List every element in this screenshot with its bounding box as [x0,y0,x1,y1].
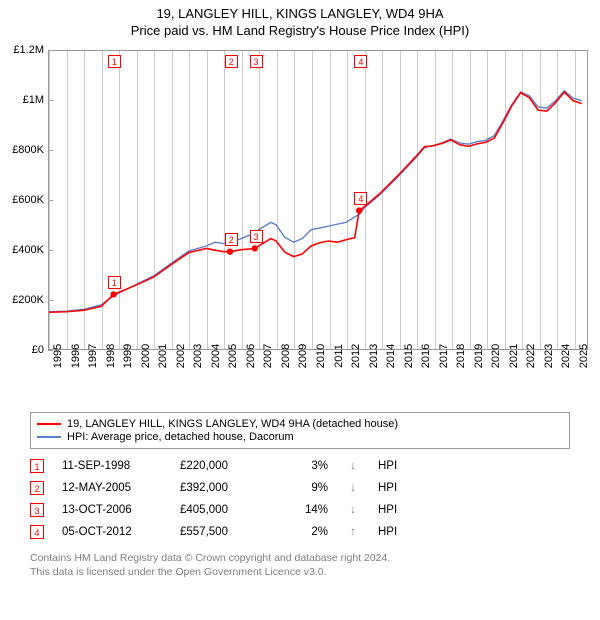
x-tick-label: 2003 [192,344,204,368]
x-tick-label: 1998 [105,344,117,368]
transaction-date: 13-OCT-2006 [62,504,162,516]
transaction-price: £557,500 [180,526,270,538]
price-chart: £0£200K£400K£600K£800K£1M£1.2M 1234 1234… [0,42,600,412]
footer-line-1: Contains HM Land Registry data © Crown c… [30,551,600,565]
x-tick-label: 2013 [368,344,380,368]
transaction-hpi-label: HPI [378,526,408,538]
transaction-hpi-label: HPI [378,460,408,472]
legend-swatch [37,423,61,425]
series-price-paid [49,92,582,312]
footer-line-2: This data is licensed under the Open Gov… [30,565,600,579]
legend-item: HPI: Average price, detached house, Daco… [37,431,563,443]
transaction-date: 12-MAY-2005 [62,482,162,494]
attribution-footer: Contains HM Land Registry data © Crown c… [30,551,600,579]
x-tick-label: 2020 [490,344,502,368]
x-tick-label: 2025 [578,344,590,368]
x-tick-label: 2000 [140,344,152,368]
transaction-row: 1 11-SEP-1998 £220,000 3% ↓ HPI [30,455,600,477]
y-tick-label: £400K [0,244,44,256]
y-tick-label: £0 [0,344,44,356]
transaction-point [252,245,258,251]
arrow-down-icon: ↓ [346,482,360,494]
x-tick-label: 2005 [227,344,239,368]
transaction-point [110,291,116,297]
transaction-price: £405,000 [180,504,270,516]
transaction-row-marker: 2 [30,481,44,495]
transaction-top-marker: 4 [354,55,367,68]
x-tick-label: 2007 [262,344,274,368]
x-tick-label: 2006 [245,344,257,368]
plot-area: 1234 1234 [48,50,588,350]
transaction-row: 4 05-OCT-2012 £557,500 2% ↑ HPI [30,521,600,543]
title-address: 19, LANGLEY HILL, KINGS LANGLEY, WD4 9HA [0,6,600,21]
x-tick-label: 2016 [420,344,432,368]
x-tick-label: 2023 [543,344,555,368]
x-tick-label: 2017 [438,344,450,368]
transaction-row: 3 13-OCT-2006 £405,000 14% ↓ HPI [30,499,600,521]
transaction-marker: 2 [225,233,238,246]
x-tick-label: 2018 [455,344,467,368]
transaction-pct: 14% [288,504,328,516]
x-tick-label: 2002 [175,344,187,368]
x-tick-label: 2010 [315,344,327,368]
x-tick-label: 2009 [297,344,309,368]
transaction-pct: 3% [288,460,328,472]
transaction-pct: 2% [288,526,328,538]
transaction-top-marker: 2 [225,55,238,68]
x-tick-label: 2015 [403,344,415,368]
x-tick-label: 1995 [52,344,64,368]
transaction-pct: 9% [288,482,328,494]
transaction-top-marker: 1 [108,55,121,68]
arrow-up-icon: ↑ [346,526,360,538]
legend-item: 19, LANGLEY HILL, KINGS LANGLEY, WD4 9HA… [37,418,563,430]
x-tick-label: 1999 [122,344,134,368]
x-tick-label: 2011 [333,344,345,368]
legend-swatch [37,436,61,438]
x-tick-label: 2001 [157,344,169,368]
transaction-date: 05-OCT-2012 [62,526,162,538]
transaction-price: £392,000 [180,482,270,494]
x-tick-label: 2004 [210,344,222,368]
transaction-marker: 3 [250,230,263,243]
transaction-hpi-label: HPI [378,482,408,494]
x-tick-label: 2012 [350,344,362,368]
transaction-row: 2 12-MAY-2005 £392,000 9% ↓ HPI [30,477,600,499]
arrow-down-icon: ↓ [346,504,360,516]
transactions-table: 1 11-SEP-1998 £220,000 3% ↓ HPI 2 12-MAY-2005 £3… [30,455,600,543]
arrow-down-icon: ↓ [346,460,360,472]
x-tick-label: 1997 [87,344,99,368]
legend-label: HPI: Average price, detached house, Daco… [67,431,294,443]
transaction-marker: 4 [354,192,367,205]
transaction-row-marker: 3 [30,503,44,517]
chart-legend: 19, LANGLEY HILL, KINGS LANGLEY, WD4 9HA… [30,412,570,449]
x-tick-label: 2019 [473,344,485,368]
x-tick-label: 1996 [70,344,82,368]
transaction-hpi-label: HPI [378,504,408,516]
transaction-marker: 1 [108,276,121,289]
y-tick-label: £1.2M [0,44,44,56]
x-tick-label: 2008 [280,344,292,368]
transaction-row-marker: 4 [30,525,44,539]
x-tick-label: 2022 [525,344,537,368]
x-tick-label: 2024 [560,344,572,368]
legend-label: 19, LANGLEY HILL, KINGS LANGLEY, WD4 9HA… [67,418,398,430]
y-tick-label: £800K [0,144,44,156]
title-subtitle: Price paid vs. HM Land Registry's House … [0,23,600,38]
x-tick-label: 2021 [508,344,520,368]
transaction-point [227,248,233,254]
transaction-price: £220,000 [180,460,270,472]
transaction-date: 11-SEP-1998 [62,460,162,472]
transaction-row-marker: 1 [30,459,44,473]
transaction-point [356,207,362,213]
y-tick-label: £600K [0,194,44,206]
transaction-top-marker: 3 [250,55,263,68]
y-tick-label: £1M [0,94,44,106]
x-tick-label: 2014 [385,344,397,368]
y-tick-label: £200K [0,294,44,306]
